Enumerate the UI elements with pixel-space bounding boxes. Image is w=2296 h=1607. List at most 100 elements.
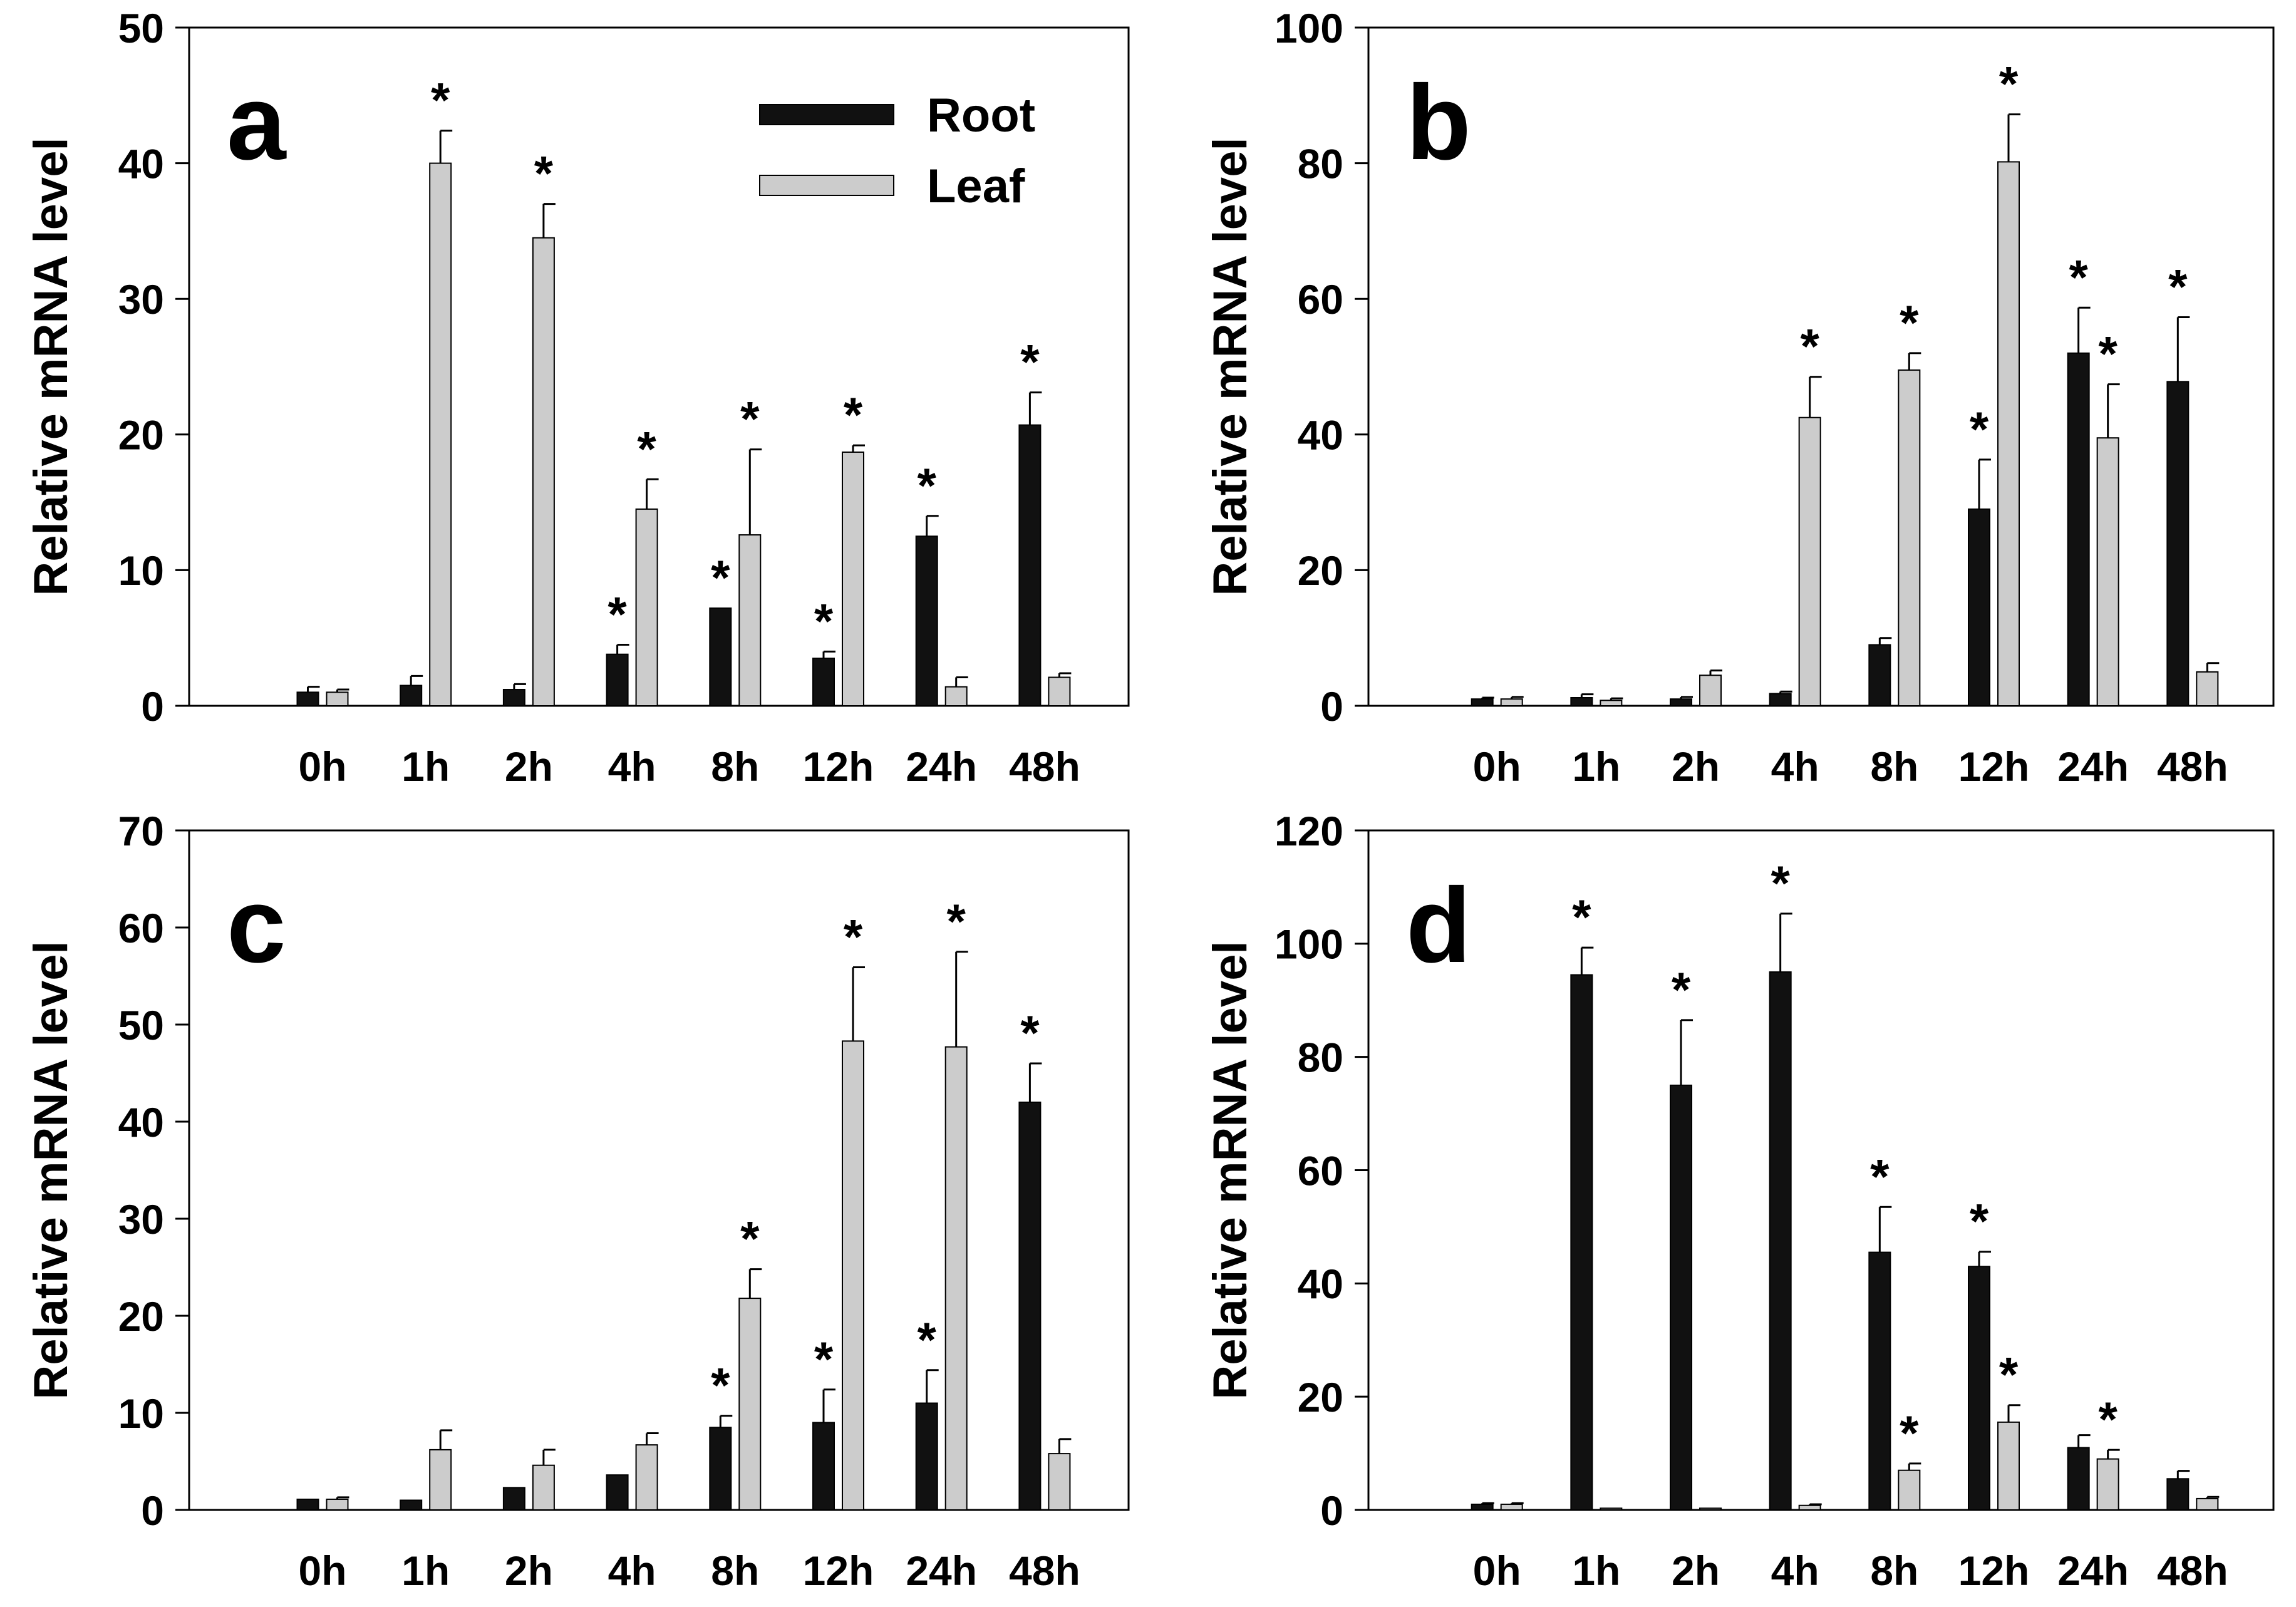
x-tick-label: 4h — [1771, 743, 1819, 790]
bar-root — [502, 1487, 525, 1511]
x-tick-label: 1h — [401, 1548, 450, 1594]
significance-star: * — [1870, 1149, 1890, 1204]
legend-label-leaf: Leaf — [927, 160, 1025, 213]
significance-star: * — [1970, 1194, 1989, 1249]
bar-root — [1018, 1102, 1042, 1511]
x-tick-label: 12h — [1958, 743, 2030, 790]
significance-star: * — [2098, 326, 2118, 381]
significance-star: * — [637, 421, 656, 476]
bar-root — [606, 653, 629, 707]
bar-root — [296, 1498, 319, 1511]
x-tick-label: 2h — [505, 743, 553, 790]
y-tick-label: 10 — [118, 547, 164, 594]
bar-leaf — [635, 1444, 658, 1511]
bar-root — [296, 691, 319, 706]
bar-leaf — [2196, 1497, 2219, 1511]
bar-leaf — [1048, 1453, 1071, 1511]
significance-star: * — [2069, 249, 2088, 304]
bar-leaf — [842, 451, 864, 706]
significance-star: * — [1900, 1405, 1919, 1460]
panel-label: b — [1406, 63, 1471, 182]
x-tick-label: 24h — [906, 743, 977, 790]
bar-leaf — [1798, 416, 1821, 706]
significance-star: * — [2098, 1392, 2118, 1447]
significance-star: * — [2168, 259, 2188, 314]
significance-star: * — [947, 894, 966, 949]
bar-leaf — [1048, 676, 1071, 707]
bar-leaf — [1500, 1503, 1523, 1511]
x-tick-label: 8h — [1870, 1548, 1918, 1594]
bar-root — [2067, 1447, 2090, 1511]
significance-star: * — [1771, 855, 1790, 911]
legend: Root Leaf — [759, 89, 1035, 213]
bar-root — [1769, 971, 1792, 1511]
bar-root — [2067, 352, 2090, 706]
y-tick-label: 100 — [1275, 5, 1343, 51]
bar-root — [502, 689, 525, 707]
bar-leaf — [1997, 1421, 2020, 1511]
bar-leaf — [2196, 671, 2219, 706]
bar-leaf — [1898, 369, 1921, 706]
x-tick-label: 12h — [803, 1548, 874, 1594]
bar-leaf — [429, 162, 452, 707]
significance-star: * — [431, 73, 450, 128]
x-tick-label: 0h — [1473, 1548, 1521, 1594]
y-tick-label: 0 — [1320, 1487, 1343, 1534]
bar-root — [1967, 508, 1990, 706]
significance-star: * — [814, 1331, 834, 1387]
significance-star: * — [740, 391, 760, 447]
panel-d: 0 20 40 60 80 100 120 Relative mRNA level d 0h 1h 2… — [1204, 808, 2275, 1594]
y-tick-label: 30 — [118, 276, 164, 323]
bar-leaf — [842, 1040, 864, 1511]
y-tick-label: 40 — [118, 140, 164, 187]
y-axis-label: Relative mRNA level — [24, 941, 78, 1399]
y-tick-label: 50 — [118, 5, 164, 51]
significance-star: * — [1020, 334, 1040, 390]
significance-star: * — [740, 1211, 760, 1266]
panel-label: a — [227, 63, 287, 182]
x-tick-label: 24h — [906, 1548, 977, 1594]
bar-root — [1868, 644, 1891, 707]
y-tick-label: 10 — [118, 1390, 164, 1437]
plot-frame — [188, 829, 1130, 1511]
y-tick-label: 40 — [1298, 1261, 1343, 1307]
bar-leaf — [532, 1464, 555, 1511]
bar-leaf — [429, 1449, 452, 1511]
y-tick-label: 70 — [118, 808, 164, 854]
bar-root — [1570, 697, 1593, 707]
y-tick-label: 20 — [1298, 547, 1343, 594]
panel-label: c — [227, 866, 286, 985]
bar-root — [1769, 693, 1792, 706]
significance-star: * — [1800, 319, 1819, 374]
bar-leaf — [944, 1046, 968, 1511]
bar-root — [812, 658, 835, 706]
x-tick-label: 4h — [608, 1548, 656, 1594]
significance-star: * — [1999, 56, 2019, 111]
x-tick-label: 2h — [505, 1548, 553, 1594]
y-tick-label: 60 — [118, 905, 164, 951]
x-tick-label: 8h — [711, 1548, 759, 1594]
bar-leaf — [532, 237, 555, 707]
panel-c: 0 10 20 30 40 50 60 70 Relative mRNA level c 0h 1h 2… — [24, 808, 1130, 1594]
bar-root — [1670, 1084, 1693, 1511]
y-tick-label: 60 — [1298, 1147, 1343, 1194]
bar-root — [1868, 1251, 1891, 1511]
significance-star: * — [711, 550, 730, 605]
significance-star: * — [918, 1312, 937, 1367]
bar-leaf — [738, 1298, 762, 1511]
y-tick-label: 20 — [118, 412, 164, 458]
bar-root — [606, 1474, 629, 1511]
bar-root — [1018, 424, 1042, 706]
significance-star: * — [814, 593, 834, 648]
y-tick-label: 0 — [141, 683, 164, 730]
bar-root — [915, 535, 938, 706]
bar-leaf — [1600, 700, 1623, 707]
y-tick-label: 20 — [1298, 1374, 1343, 1420]
bar-root — [400, 1499, 423, 1511]
x-tick-label: 48h — [1009, 743, 1080, 790]
x-tick-label: 48h — [2157, 743, 2228, 790]
bar-root — [2166, 381, 2190, 706]
bar-leaf — [326, 1498, 349, 1511]
bar-root — [400, 685, 423, 707]
panel-b: 0 20 40 60 80 100 Relative mRNA level b 0h 1h 2h 4h… — [1204, 5, 2275, 790]
